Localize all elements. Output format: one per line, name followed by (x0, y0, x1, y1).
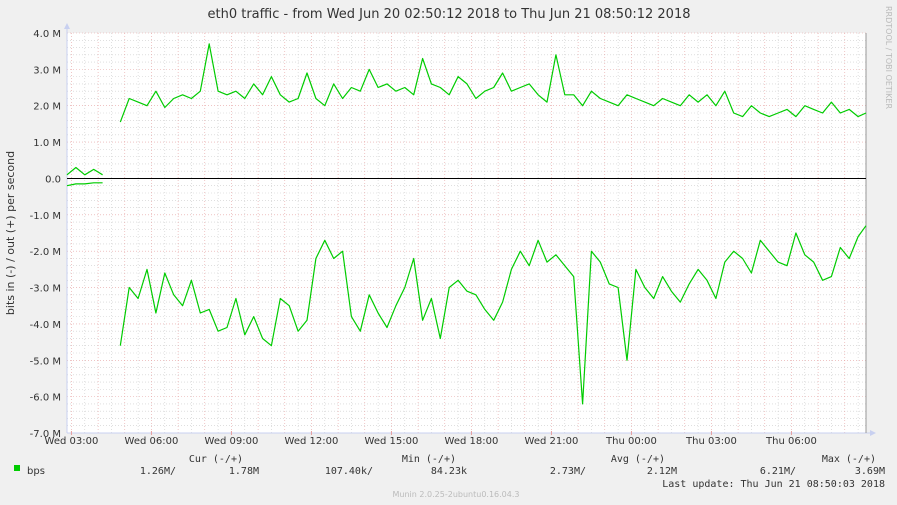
y-axis-label: bits in (-) / out (+) per second (4, 151, 17, 315)
rrdtool-watermark: RRDTOOL / TOBI OETIKER (884, 6, 893, 109)
x-tick-label: Thu 06:00 (765, 436, 817, 447)
legend-header-max: Max (-/+) (822, 454, 876, 465)
x-tick-label: Thu 03:00 (685, 436, 737, 447)
legend: Cur (-/+) Min (-/+) Avg (-/+) Max (-/+) … (14, 454, 885, 490)
plot-area (67, 33, 866, 433)
legend-min-out: 84.23k (431, 466, 467, 477)
series-line-in (66, 182, 103, 187)
y-tick-label: -5.0 M (30, 356, 61, 367)
y-tick-label: 0.0 (45, 174, 61, 185)
y-tick-label: -4.0 M (30, 320, 61, 331)
y-tick-label: -2.0 M (30, 247, 61, 258)
x-tick-label: Thu 00:00 (605, 436, 657, 447)
legend-max-in: 6.21M/ (760, 466, 796, 477)
y-axis-arrow-icon (64, 23, 70, 29)
x-axis: Wed 03:00 Wed 06:00 Wed 09:00 Wed 12:00 Wed … (45, 431, 817, 447)
chart-title: eth0 traffic - from Wed Jun 20 02:50:12 … (208, 7, 691, 22)
last-update: Last update: Thu Jun 21 08:50:03 2018 (662, 479, 885, 490)
legend-avg-in: 2.73M/ (550, 466, 586, 477)
series-line-in (119, 225, 867, 405)
x-tick-label: Wed 06:00 (125, 436, 179, 447)
series-line-out (66, 166, 103, 176)
x-tick-label: Wed 03:00 (45, 436, 99, 447)
legend-cur-in: 1.26M/ (140, 466, 176, 477)
legend-series-name: bps (27, 466, 45, 477)
series-line-out (119, 43, 867, 123)
munin-version: Munin 2.0.25-2ubuntu0.16.04.3 (393, 490, 520, 499)
y-tick-label: -3.0 M (30, 284, 61, 295)
legend-cur-out: 1.78M (229, 466, 259, 477)
x-axis-arrow-icon (870, 430, 876, 436)
legend-row-bps: bps 1.26M/ 1.78M 107.40k/ 84.23k 2.73M/ … (14, 465, 885, 477)
x-tick-label: Wed 09:00 (205, 436, 259, 447)
legend-color-swatch (14, 465, 20, 471)
y-tick-label: 3.0 M (33, 65, 61, 76)
legend-avg-out: 2.12M (647, 466, 677, 477)
legend-header-cur: Cur (-/+) (189, 454, 243, 465)
legend-max-out: 3.69M (855, 466, 885, 477)
y-tick-label: 1.0 M (33, 138, 61, 149)
y-tick-label: 4.0 M (33, 29, 61, 40)
legend-header-min: Min (-/+) (402, 454, 456, 465)
x-tick-label: Wed 15:00 (365, 436, 419, 447)
y-tick-label: -1.0 M (30, 211, 61, 222)
x-tick-label: Wed 21:00 (525, 436, 579, 447)
grid (64, 23, 876, 436)
y-axis: 4.0 M 3.0 M 2.0 M 1.0 M 0.0 -1.0 M -2.0 M -3.0 … (30, 29, 61, 440)
y-tick-label: -6.0 M (30, 393, 61, 404)
y-tick-label: -7.0 M (30, 429, 61, 440)
x-tick-label: Wed 18:00 (445, 436, 499, 447)
legend-header-avg: Avg (-/+) (611, 454, 665, 465)
x-tick-label: Wed 12:00 (285, 436, 339, 447)
y-tick-label: 2.0 M (33, 102, 61, 113)
legend-min-in: 107.40k/ (325, 466, 373, 477)
series-lines (66, 43, 867, 405)
